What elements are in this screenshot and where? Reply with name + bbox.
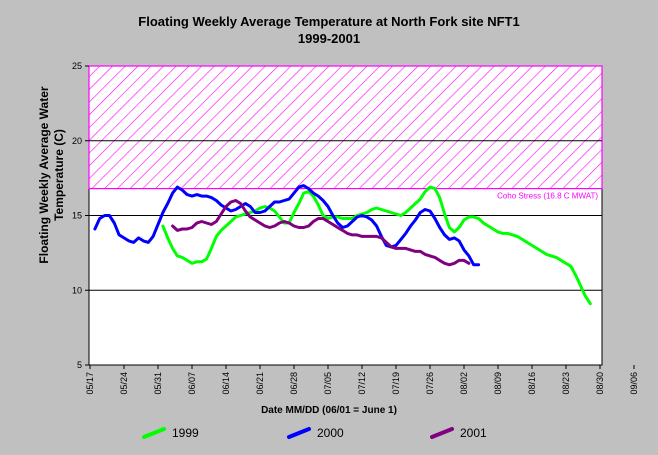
x-tick-label: 06/14 <box>221 372 231 395</box>
legend-swatch-2000 <box>287 427 311 439</box>
x-tick-label: 08/09 <box>493 372 503 395</box>
legend-item-2000: 2000 <box>287 424 344 442</box>
y-tick-label: 5 <box>77 360 82 370</box>
x-tick-label: 07/05 <box>323 372 333 395</box>
x-tick-label: 07/26 <box>425 372 435 395</box>
legend-label-2000: 2000 <box>317 426 344 440</box>
legend-item-1999: 1999 <box>142 424 199 442</box>
legend-swatch-1999 <box>142 427 166 439</box>
x-tick-label: 06/28 <box>289 372 299 395</box>
series-line-2000 <box>93 184 481 267</box>
series-line-1999 <box>161 185 592 306</box>
chart-subtitle: 1999-2001 <box>297 31 361 46</box>
x-tick-label: 07/19 <box>391 372 401 395</box>
x-tick-label: 08/02 <box>459 372 469 395</box>
x-tick-label: 08/16 <box>527 372 537 395</box>
coho-stress-label: Coho Stress (16.8 C MWAT) <box>497 192 598 201</box>
legend-label-2001: 2001 <box>460 426 487 440</box>
x-tick-label: 09/06 <box>629 372 639 395</box>
x-axis-label: Date MM/DD (06/01 = June 1) <box>261 405 397 416</box>
x-tick-label: 07/12 <box>357 372 367 395</box>
y-tick-label: 20 <box>72 136 82 146</box>
x-tick-label: 08/23 <box>561 372 571 395</box>
legend-swatch-2001 <box>430 427 454 439</box>
chart-title: Floating Weekly Average Temperature at N… <box>138 14 520 29</box>
legend-label-1999: 1999 <box>172 426 199 440</box>
y-tick-label: 10 <box>72 285 82 295</box>
x-tick-label: 05/24 <box>119 372 129 395</box>
y-axis-label: Floating Weekly Average Water Temperatur… <box>37 86 66 264</box>
x-tick-label: 06/21 <box>255 372 265 395</box>
y-tick-label: 25 <box>72 61 82 71</box>
legend-item-2001: 2001 <box>430 424 487 442</box>
x-tick-label: 08/30 <box>595 372 605 395</box>
series-line-2001 <box>171 199 471 267</box>
x-tick-label: 06/07 <box>187 372 197 395</box>
coho-stress-band <box>88 65 603 190</box>
y-tick-label: 15 <box>72 211 82 221</box>
x-tick-label: 05/17 <box>85 372 95 395</box>
x-tick-label: 05/31 <box>153 372 163 395</box>
